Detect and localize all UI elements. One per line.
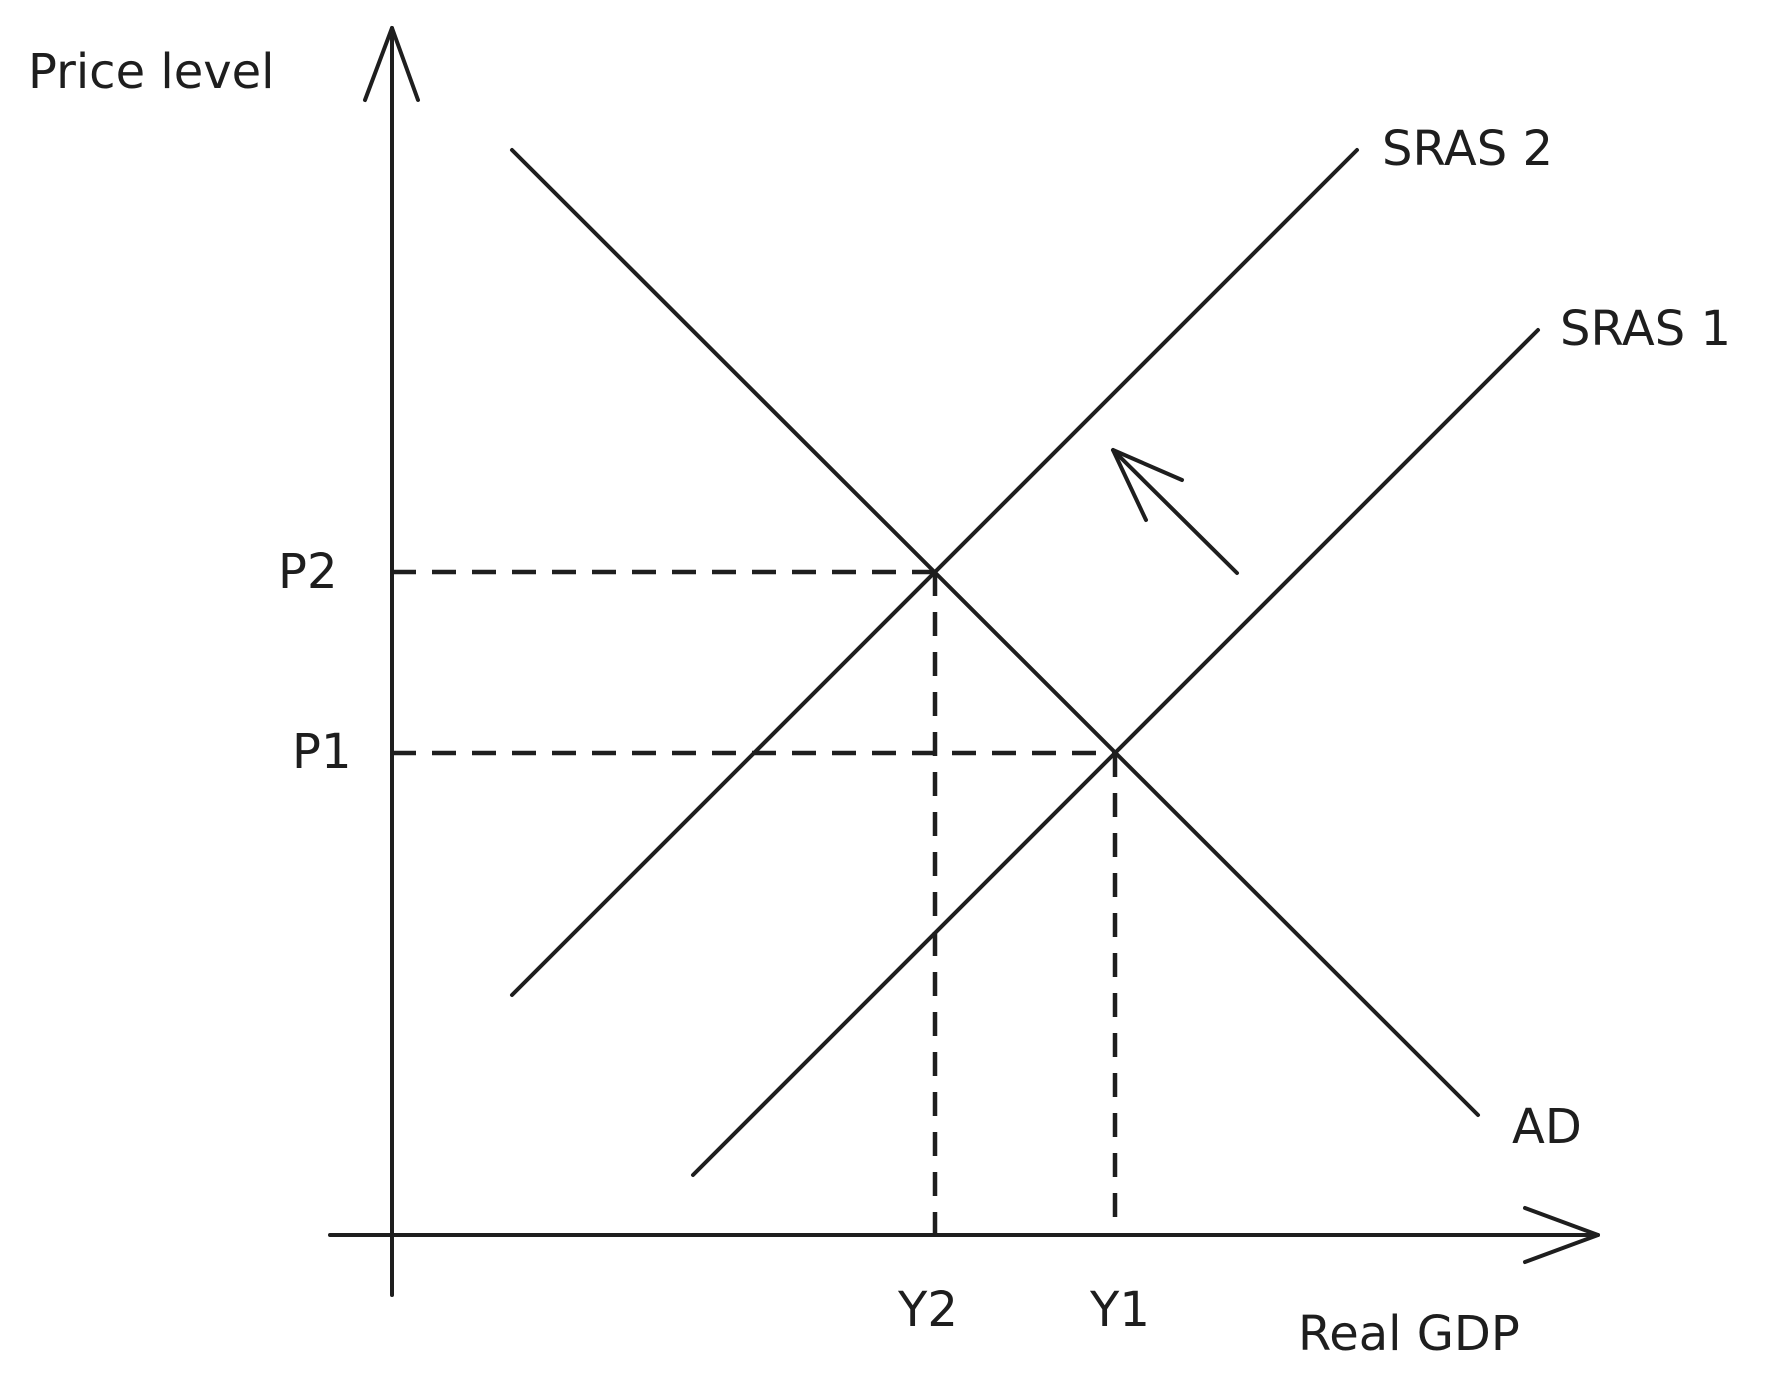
sras2-label: SRAS 2 [1382, 121, 1553, 177]
sras1-curve [691, 328, 1540, 1177]
y-axis [363, 26, 420, 1297]
p2-label: P2 [278, 544, 337, 600]
ad-label: AD [1512, 1099, 1582, 1155]
x-axis-label: Real GDP [1298, 1306, 1520, 1362]
y2-label: Y2 [897, 1282, 958, 1338]
guide-lines [392, 569, 1118, 1235]
x-axis [328, 1206, 1600, 1264]
ad-curve [510, 148, 1480, 1117]
y-axis-label: Price level [28, 44, 275, 100]
sras2-curve [510, 148, 1359, 997]
sras1-label: SRAS 1 [1560, 301, 1731, 357]
p1-label: P1 [292, 724, 351, 780]
shift-arrow-icon [1111, 448, 1239, 575]
y1-label: Y1 [1089, 1282, 1150, 1338]
